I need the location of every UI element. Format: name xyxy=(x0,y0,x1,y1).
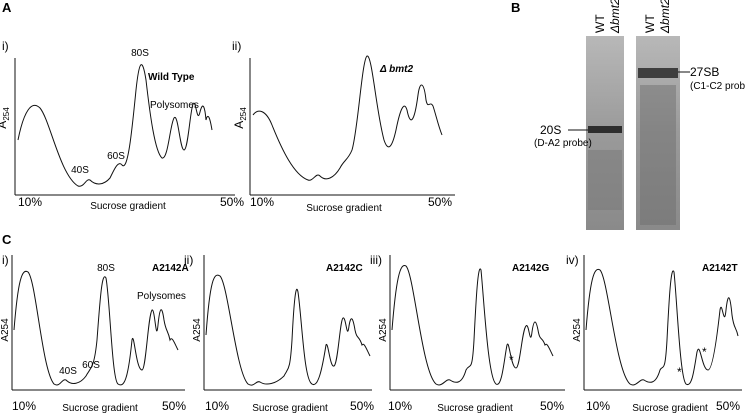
x-axis-label: Sucrose gradient xyxy=(252,403,328,414)
strain-label: Δ bmt2 xyxy=(379,64,413,75)
x-end-label: 50% xyxy=(350,399,374,413)
x-axis-label: Sucrose gradient xyxy=(306,203,382,214)
x-axis-label: Sucrose gradient xyxy=(90,201,166,212)
panel-label: B xyxy=(511,0,520,15)
peak-label: 40S xyxy=(59,366,77,377)
profile-c-iv: iv) A254 A2142T * * 10% Sucrose gradient… xyxy=(566,253,742,414)
profile-curve xyxy=(391,264,554,386)
x-end-label: 50% xyxy=(716,399,740,413)
band-label: 27SB xyxy=(690,65,719,79)
y-axis-label: A254 xyxy=(0,107,11,129)
x-start-label: 10% xyxy=(388,399,412,413)
star-marker: * xyxy=(702,345,707,359)
y-axis-label: A254 xyxy=(0,318,11,342)
subpanel-label: i) xyxy=(2,39,9,53)
lane-label: WT xyxy=(593,14,607,33)
peak-label: 80S xyxy=(131,48,149,59)
star-marker: * xyxy=(677,365,682,379)
mutant-label: A2142C xyxy=(326,263,363,274)
star-marker: * xyxy=(509,353,514,367)
polysome-label: Polysomes xyxy=(150,100,199,111)
x-axis-label: Sucrose gradient xyxy=(62,403,138,414)
x-start-label: 10% xyxy=(586,399,610,413)
mutant-label: A2142T xyxy=(702,263,738,274)
x-start-label: 10% xyxy=(250,195,274,209)
subpanel-label: iii) xyxy=(370,253,382,267)
peak-label: 80S xyxy=(97,263,115,274)
mutant-label: A2142A xyxy=(152,263,189,274)
y-axis-label: A254 xyxy=(192,318,203,342)
profile-c-i: i) A254 A2142A Polysomes 40S 60S 80S 10%… xyxy=(0,253,189,414)
gel-smear xyxy=(588,150,622,210)
profile-c-ii: ii) A254 A2142C 10% Sucrose gradient 50% xyxy=(184,253,374,414)
profile-curve xyxy=(252,55,443,181)
profile-curve xyxy=(17,64,213,187)
gel-smear xyxy=(640,85,676,225)
lane-label: WT xyxy=(643,14,657,33)
profile-curve xyxy=(205,274,371,386)
gel-band xyxy=(638,68,678,78)
x-start-label: 10% xyxy=(18,195,42,209)
panel-label: A xyxy=(2,0,12,15)
x-axis-label: Sucrose gradient xyxy=(437,403,513,414)
polysome-label: Polysomes xyxy=(137,291,186,302)
strain-label: Wild Type xyxy=(148,72,195,83)
peak-label: 60S xyxy=(82,360,100,371)
subpanel-label: ii) xyxy=(184,253,193,267)
profile-a-i: i) A254 Wild Type Polysomes 40S 60S 80S … xyxy=(0,39,244,212)
y-axis-label-main: A xyxy=(232,121,246,129)
probe-label: (D-A2 probe) xyxy=(534,138,592,149)
x-end-label: 50% xyxy=(162,399,186,413)
profile-curve xyxy=(13,270,179,386)
y-axis-label: A254 xyxy=(378,318,389,342)
x-start-label: 10% xyxy=(205,399,229,413)
probe-label: (C1-C2 probe) xyxy=(690,81,745,92)
profile-curve xyxy=(585,268,739,386)
profile-c-iii: iii) A254 A2142G * 10% Sucrose gradient … xyxy=(370,253,565,414)
band-label: 20S xyxy=(540,123,561,137)
y-axis-label: A254 xyxy=(572,318,583,342)
lane-label: Δbmt2 xyxy=(608,0,622,34)
subpanel-label: i) xyxy=(2,253,9,267)
peak-label: 40S xyxy=(71,165,89,176)
panel-label: C xyxy=(2,232,12,247)
profile-a-ii: ii) A254 Δ bmt2 10% Sucrose gradient 50% xyxy=(232,39,455,214)
lane-label: Δbmt2 xyxy=(658,0,672,34)
gel-band xyxy=(588,126,622,133)
subpanel-label: iv) xyxy=(566,253,579,267)
x-end-label: 50% xyxy=(540,399,564,413)
subpanel-label: ii) xyxy=(232,39,241,53)
y-axis-label-sub: 254 xyxy=(2,107,11,121)
x-end-label: 50% xyxy=(220,195,244,209)
peak-label: 60S xyxy=(107,151,125,162)
mutant-label: A2142G xyxy=(512,263,549,274)
x-axis-label: Sucrose gradient xyxy=(632,403,708,414)
y-axis-label-main: A xyxy=(0,121,9,129)
x-start-label: 10% xyxy=(12,399,36,413)
x-end-label: 50% xyxy=(428,195,452,209)
y-axis-label-sub: 254 xyxy=(239,107,248,121)
y-axis-label: A254 xyxy=(232,107,248,129)
